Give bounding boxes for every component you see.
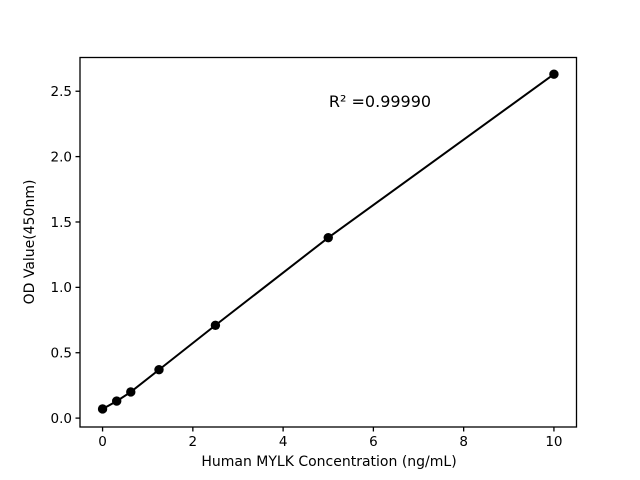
r-squared-annotation: R² =0.99990	[329, 92, 431, 111]
plot-area: 0 2 4 6 8 10 0.0 0.5 1.0 1.5 2.0 2.5	[51, 56, 578, 450]
y-axis-label: OD Value(450nm)	[22, 180, 38, 305]
x-tick-label: 2	[189, 434, 198, 450]
data-point	[111, 396, 122, 406]
plot-box	[79, 56, 578, 428]
y-tick-label: 2.5	[51, 84, 72, 100]
x-tick-label: 8	[459, 434, 468, 450]
data-point	[126, 387, 136, 397]
x-tick-label: 10	[545, 434, 562, 450]
data-point	[154, 365, 164, 375]
data-point	[549, 69, 559, 79]
x-tick-label: 0	[98, 434, 107, 450]
y-tick-label: 2.0	[51, 149, 72, 165]
data-point	[323, 232, 333, 243]
y-tick-label: 1.0	[51, 280, 72, 296]
x-tick-label: 6	[369, 434, 378, 450]
data-point	[97, 404, 108, 414]
y-tick-label: 0.5	[51, 346, 72, 362]
y-tick-label: 1.5	[51, 215, 72, 231]
x-tick-label: 4	[279, 434, 288, 450]
y-tick-label: 0.0	[51, 411, 72, 427]
x-axis-label: Human MYLK Concentration (ng/mL)	[201, 454, 456, 470]
data-point	[210, 320, 221, 330]
